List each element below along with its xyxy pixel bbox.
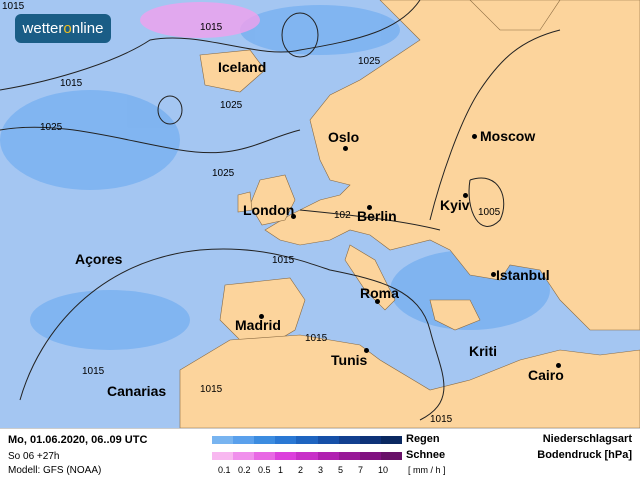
city-dot [556,363,561,368]
isobar-label: 1015 [305,333,328,344]
unit-label: [ mm / h ] [408,465,446,475]
scale-tick: 0.2 [238,465,251,475]
forecast-date: Mo, 01.06.2020, 06..09 UTC [8,434,148,446]
city-dot [463,193,468,198]
rain-scale-swatch [338,436,360,444]
rain-scale-swatch [212,436,234,444]
rain-scale-swatch [296,436,318,444]
isobar-label: 1025 [358,56,381,67]
logo-text: nline [71,20,104,37]
rain-scale-swatch [359,436,381,444]
city-label-roma: Roma [360,285,399,301]
weather-map [0,0,640,428]
scale-ticks: 0.1 0.2 0.5 1 2 3 5 7 10 [218,465,398,475]
snow-scale-swatch [380,452,402,460]
city-dot [472,134,477,139]
isobar-label: 1015 [200,384,223,395]
isobars [0,0,561,421]
snow-scale-swatch [212,452,234,460]
city-label-madrid: Madrid [235,317,281,333]
isobar-label: 1025 [40,122,63,133]
scale-tick: 7 [358,465,364,475]
legend-footer: Mo, 01.06.2020, 06..09 UTC So 06 +27h Mo… [0,428,640,478]
city-dot [491,272,496,277]
city-label-oslo: Oslo [328,129,360,145]
isobar-label: 1015 [60,78,83,89]
legend-title-pressure: Bodendruck [hPa] [537,449,632,461]
city-dot [291,214,296,219]
rain-scale-swatch [380,436,402,444]
scale-tick: 0.1 [218,465,231,475]
rain-scale-swatch [317,436,339,444]
isobar-label: 1015 [82,366,105,377]
snow-scale-swatch [275,452,297,460]
city-dot [375,299,380,304]
scale-tick: 2 [298,465,304,475]
city-label-acores: Açores [75,251,123,267]
isobar-label: 1005 [478,207,501,218]
isobar-label: 1015 [430,414,453,425]
scale-tick: 0.5 [258,465,271,475]
forecast-run: So 06 +27h [8,451,60,462]
snow-scale-swatch [233,452,255,460]
scale-tick: 3 [318,465,324,475]
isobar-label: 1015 [2,1,25,12]
legend-title-precip: Niederschlagsart [542,433,632,445]
city-label-tunis: Tunis [331,352,368,368]
snow-label: Schnee [406,449,446,461]
rain-scale-swatch [275,436,297,444]
logo-text: wetter [22,20,64,37]
rain-scale-swatch [254,436,276,444]
rain-scale-swatch [233,436,255,444]
city-label-berlin: Berlin [357,208,397,224]
isobar-label: 102 [334,210,351,221]
city-label-iceland: Iceland [218,59,267,75]
isobar-label: 1015 [200,22,223,33]
city-label-london: London [243,202,295,218]
city-label-cairo: Cairo [528,367,564,383]
city-label-canarias: Canarias [107,383,167,399]
rain-label: Regen [406,433,440,445]
rain-color-scale [212,436,402,444]
snow-areas [140,2,260,38]
model-name: Modell: GFS (NOAA) [8,465,102,476]
city-label-moscow: Moscow [480,128,536,144]
snow-color-scale [212,452,402,460]
snow-scale-swatch [296,452,318,460]
land [179,0,640,428]
city-label-istanbul: Istanbul [496,267,550,283]
city-dot [364,348,369,353]
city-dot [259,314,264,319]
snow-scale-swatch [338,452,360,460]
scale-tick: 1 [278,465,284,475]
wetteronline-logo[interactable]: wetteronline [15,14,111,43]
city-label-kyiv: Kyiv [440,197,470,213]
snow-scale-swatch [254,452,276,460]
isobar-label: 1025 [212,168,235,179]
snow-scale-swatch [317,452,339,460]
isobar-label: 1025 [220,100,243,111]
scale-tick: 10 [378,465,389,475]
snow-scale-swatch [359,452,381,460]
city-dot [367,205,372,210]
scale-tick: 5 [338,465,344,475]
logo-text-o: o [63,20,72,37]
isobar-label: 1015 [272,255,295,266]
city-dot [343,146,348,151]
city-label-kriti: Kriti [469,343,497,359]
